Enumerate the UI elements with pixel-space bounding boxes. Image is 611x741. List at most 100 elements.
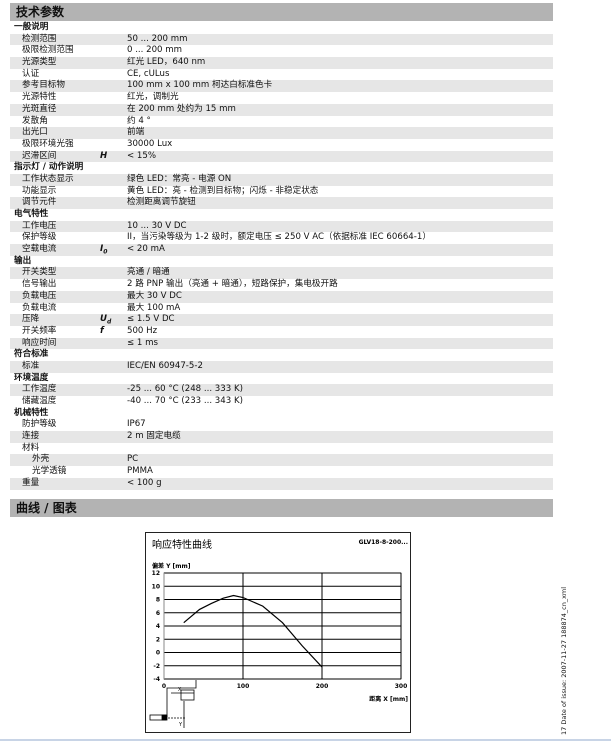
spec-label: 标准 [22, 360, 40, 371]
sensor-diagram: X Y [149, 680, 197, 728]
spec-label: 外壳 [32, 454, 50, 465]
x-tick-label: 0 [162, 683, 166, 690]
spec-row: 极限环境光强 30000 Lux [10, 139, 553, 151]
spec-label: 负载电流 [22, 302, 57, 313]
issue-date-note: 17 Date of issue: 2007-11-27 188874_cn_x… [560, 586, 568, 735]
spec-value: CE, cULus [127, 68, 170, 79]
spec-row: 外壳 PC [10, 454, 553, 467]
diagram-x-label: X [178, 687, 182, 693]
spec-label: 响应时间 [22, 337, 57, 348]
chart-title: 响应特性曲线 [152, 538, 212, 551]
category-heading: 电气特性 [14, 209, 49, 219]
spec-row: 材料 [10, 443, 553, 455]
spec-row: 负载电压 最大 30 V DC [10, 290, 553, 303]
spec-row: 响应时间 ≤ 1 ms [10, 337, 553, 350]
response-curve-chart: 响应特性曲线 GLV18-8-200... 偏差 Y [mm] 距离 X [mm… [145, 532, 411, 733]
spec-label: 发散角 [22, 115, 48, 126]
spec-row: 发散角 约 4 ° [10, 116, 553, 128]
spec-value: 最大 30 V DC [127, 290, 182, 301]
spec-value: 黄色 LED：亮 - 检测到目标物；闪烁 - 非稳定状态 [127, 185, 319, 196]
spec-row: 出光口 前端 [10, 127, 553, 139]
chart-svg: 响应特性曲线 GLV18-8-200... 偏差 Y [mm] 距离 X [mm… [149, 538, 408, 728]
x-axis-label: 距离 X [mm] [369, 695, 408, 703]
spec-label: 储藏温度 [22, 396, 57, 406]
chart-model: GLV18-8-200... [359, 539, 408, 546]
y-tick-label: -2 [153, 663, 160, 670]
y-axis-label: 偏差 Y [mm] [152, 562, 191, 570]
spec-label: 工作温度 [22, 384, 57, 395]
spec-row: 开关类型 亮通 / 暗通 [10, 267, 553, 280]
spec-value: 50 ... 200 mm [127, 33, 188, 44]
spec-value: IEC/EN 60947-5-2 [127, 360, 203, 371]
category-heading: 指示灯 / 动作说明 [14, 162, 84, 173]
spec-label: 光源类型 [22, 57, 57, 68]
x-tick-label: 100 [237, 683, 250, 690]
spec-value: 0 ... 200 mm [127, 45, 183, 56]
spec-row: 信号输出 2 路 PNP 输出（亮通 + 暗通），短路保护，集电极开路 [10, 279, 553, 291]
spec-label: 连接 [22, 431, 40, 442]
spec-label: 认证 [22, 68, 40, 79]
spec-symbol: I0 [100, 244, 108, 256]
spec-value: ≤ 1.5 V DC [127, 314, 175, 325]
spec-value: 30000 Lux [127, 138, 173, 149]
spec-row: 工作电压 10 ... 30 V DC [10, 220, 553, 233]
spec-row: 工作温度 -25 ... 60 °C (248 ... 333 K) [10, 384, 553, 396]
spec-label: 参考目标物 [22, 80, 65, 91]
y-tick-label: 0 [156, 650, 160, 657]
spec-value: -25 ... 60 °C (248 ... 333 K) [127, 384, 243, 395]
spec-row: 连接 2 m 固定电缆 [10, 431, 553, 443]
y-tick-label: 8 [156, 597, 160, 604]
spec-label: 压降 [22, 314, 40, 325]
y-tick-label: 12 [152, 570, 160, 577]
spec-value: PC [127, 454, 139, 465]
spec-value: 100 mm x 100 mm 柯达白标准色卡 [127, 80, 273, 91]
spec-value: 检测距离调节旋钮 [127, 197, 196, 208]
spec-label: 迟滞区间 [22, 150, 57, 161]
x-tick-label: 200 [316, 683, 329, 690]
spec-value: < 15% [127, 150, 157, 161]
spec-row: 负载电流 最大 100 mA [10, 303, 553, 315]
category-heading: 输出 [14, 255, 32, 266]
spec-value: 最大 100 mA [127, 302, 181, 313]
spec-label: 工作电压 [22, 220, 57, 231]
spec-row: 光源特性 红光，调制光 [10, 92, 553, 104]
response-curve [183, 594, 323, 668]
spec-row: 重量 < 100 g [10, 477, 553, 490]
spec-row: 工作状态显示 绿色 LED：常亮 - 电源 ON [10, 173, 553, 186]
spec-row: 开关频率 f 500 Hz [10, 326, 553, 338]
spec-label: 极限环境光强 [22, 138, 74, 149]
spec-value: 2 m 固定电缆 [127, 431, 181, 442]
spec-row: 光斑直径 在 200 mm 处约为 15 mm [10, 103, 553, 116]
spec-row: 储藏温度 -40 ... 70 °C (233 ... 343 K) [10, 396, 553, 408]
spec-value: 500 Hz [127, 325, 158, 336]
y-tick-label: 6 [156, 610, 160, 617]
x-tick-label: 300 [395, 683, 408, 690]
spec-label: 检测范围 [22, 33, 57, 44]
spec-value: ≤ 1 ms [127, 337, 158, 348]
spec-value: 绿色 LED：常亮 - 电源 ON [127, 173, 232, 184]
spec-label: 光斑直径 [22, 103, 57, 114]
spec-value: 约 4 ° [127, 115, 151, 126]
spec-symbol: H [100, 150, 108, 161]
spec-value: 2 路 PNP 输出（亮通 + 暗通），短路保护，集电极开路 [127, 279, 338, 290]
spec-row: 调节元件 检测距离调节旋钮 [10, 197, 553, 209]
y-tick-label: 2 [156, 636, 160, 643]
spec-label: 空载电流 [22, 244, 57, 255]
y-tick-label: -4 [153, 676, 160, 683]
spec-row: 防护等级 IP67 [10, 419, 553, 431]
spec-label: 开关频率 [22, 325, 57, 336]
spec-row: 光学透镜 PMMA [10, 466, 553, 478]
spec-row: 检测范围 50 ... 200 mm [10, 33, 553, 46]
spec-value: < 100 g [127, 477, 162, 488]
spec-row: 参考目标物 100 mm x 100 mm 柯达白标准色卡 [10, 80, 553, 93]
spec-row: 极限检测范围 0 ... 200 mm [10, 45, 553, 57]
spec-row: 标准 IEC/EN 60947-5-2 [10, 360, 553, 373]
spec-row: 迟滞区间 H < 15% [10, 150, 553, 163]
spec-label: 保护等级 [22, 232, 57, 243]
category-heading: 机械特性 [14, 407, 49, 418]
spec-value: 红光 LED，640 nm [127, 57, 206, 68]
spec-value: 10 ... 30 V DC [127, 220, 187, 231]
spec-row: 空载电流 I0 < 20 mA [10, 244, 553, 256]
spec-label: 调节元件 [22, 197, 57, 208]
spec-value: < 20 mA [127, 244, 165, 255]
